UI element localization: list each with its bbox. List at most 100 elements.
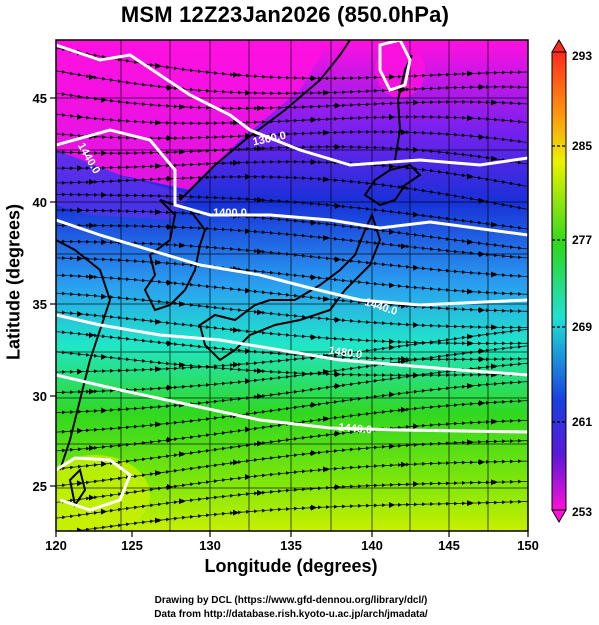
wind-arrow bbox=[311, 334, 317, 341]
wind-arrow bbox=[413, 423, 419, 430]
wind-arrow bbox=[479, 84, 485, 91]
wind-arrow bbox=[101, 150, 107, 157]
wind-arrow bbox=[245, 132, 251, 139]
wind-arrow bbox=[89, 445, 95, 452]
wind-arrow bbox=[401, 358, 407, 365]
wind-arrow bbox=[245, 426, 251, 433]
credit-data: Data from http://database.rish.kyoto-u.a… bbox=[154, 609, 428, 620]
wind-arrow bbox=[335, 430, 341, 437]
x-axis-label: Longitude (degrees) bbox=[204, 556, 378, 576]
wind-arrow bbox=[245, 173, 251, 180]
wind-arrow bbox=[311, 504, 317, 511]
y-tick-label: 25 bbox=[33, 479, 47, 494]
wind-arrow bbox=[155, 62, 161, 69]
wind-arrow bbox=[89, 388, 95, 395]
wind-arrow bbox=[479, 307, 485, 314]
wind-arrow bbox=[479, 356, 485, 363]
wind-arrow bbox=[101, 293, 107, 300]
wind-arrow bbox=[257, 368, 263, 375]
y-tick-label: 35 bbox=[33, 297, 47, 312]
wind-arrow bbox=[179, 103, 185, 110]
wind-arrow bbox=[335, 382, 341, 389]
wind-arrow bbox=[413, 264, 419, 271]
wind-arrow bbox=[335, 484, 341, 491]
colorbar-tick-label: 285 bbox=[572, 139, 592, 153]
wind-arrow bbox=[323, 466, 329, 473]
wind-arrow bbox=[89, 332, 95, 339]
wind-arrow bbox=[89, 494, 95, 501]
wind-arrow bbox=[257, 440, 263, 447]
wind-arrow bbox=[335, 371, 341, 378]
wind-arrow bbox=[323, 129, 329, 136]
wind-arrow bbox=[491, 99, 497, 106]
wind-arrow bbox=[401, 129, 407, 136]
wind-arrow bbox=[233, 327, 239, 334]
wind-arrow bbox=[389, 391, 395, 398]
wind-arrow bbox=[155, 366, 161, 373]
y-tick-label: 45 bbox=[33, 91, 47, 106]
wind-arrow bbox=[77, 165, 83, 172]
colorbar-tick-label: 261 bbox=[572, 415, 592, 429]
wind-arrow bbox=[467, 340, 473, 347]
wind-arrow bbox=[89, 273, 95, 280]
wind-arrow bbox=[401, 461, 407, 468]
wind-arrow bbox=[335, 256, 341, 263]
wind-arrow bbox=[467, 238, 473, 245]
wind-arrow bbox=[389, 443, 395, 450]
wind-arrow bbox=[233, 159, 239, 166]
wind-arrow bbox=[323, 234, 329, 241]
wind-arrow bbox=[101, 353, 107, 360]
wind-arrow bbox=[413, 99, 419, 106]
x-tick-label: 130 bbox=[199, 538, 221, 553]
wind-arrow bbox=[77, 368, 83, 375]
wind-arrow bbox=[335, 316, 341, 323]
credit-drawing: Drawing by DCL (https://www.gfd-dennou.o… bbox=[154, 595, 428, 606]
wind-arrow bbox=[257, 105, 263, 112]
plot-frame bbox=[55, 39, 529, 532]
wind-arrow bbox=[311, 219, 317, 226]
wind-arrow bbox=[155, 209, 161, 216]
wind-arrow bbox=[479, 348, 485, 355]
wind-arrow bbox=[179, 451, 185, 458]
wind-arrow bbox=[467, 70, 473, 77]
y-tick-label: 40 bbox=[33, 195, 47, 210]
wind-arrow bbox=[257, 196, 263, 203]
wind-arrow bbox=[311, 75, 317, 82]
wind-arrow bbox=[491, 363, 497, 370]
height-contours bbox=[56, 40, 528, 512]
x-tick-label: 120 bbox=[45, 538, 67, 553]
wind-arrow bbox=[89, 178, 95, 185]
wind-arrow bbox=[155, 517, 161, 524]
wind-arrow bbox=[77, 480, 83, 487]
wind-arrow bbox=[245, 348, 251, 355]
wind-arrow bbox=[467, 333, 473, 340]
wind-arrow bbox=[233, 71, 239, 78]
x-tick-label: 135 bbox=[280, 538, 302, 553]
wind-arrow bbox=[155, 421, 161, 428]
colorbar-bottom-arrow bbox=[551, 509, 567, 523]
x-tick-label: 125 bbox=[121, 538, 143, 553]
wind-arrow bbox=[233, 361, 239, 368]
map-title: MSM 12Z23Jan2026 (850.0hPa) bbox=[120, 2, 450, 27]
colorbar: 293 285 277 269 261 253 bbox=[551, 39, 592, 523]
wind-arrow bbox=[77, 527, 83, 531]
wind-arrow bbox=[323, 368, 329, 375]
wind-arrow bbox=[155, 318, 161, 325]
wind-arrow bbox=[155, 470, 161, 477]
wind-arrow bbox=[101, 460, 107, 467]
wind-arrow bbox=[101, 239, 107, 246]
colorbar-scale bbox=[551, 51, 567, 511]
wind-arrow bbox=[491, 324, 497, 331]
wind-arrow bbox=[101, 508, 107, 515]
wind-arrow bbox=[479, 459, 485, 466]
wind-arrow bbox=[101, 96, 107, 103]
wind-arrow bbox=[323, 415, 329, 422]
wind-arrow bbox=[233, 509, 239, 516]
wind-arrow bbox=[245, 89, 251, 96]
wind-arrow bbox=[245, 474, 251, 481]
wind-arrow bbox=[77, 207, 83, 214]
wind-arrow bbox=[389, 228, 395, 235]
wind-arrow bbox=[491, 155, 497, 162]
